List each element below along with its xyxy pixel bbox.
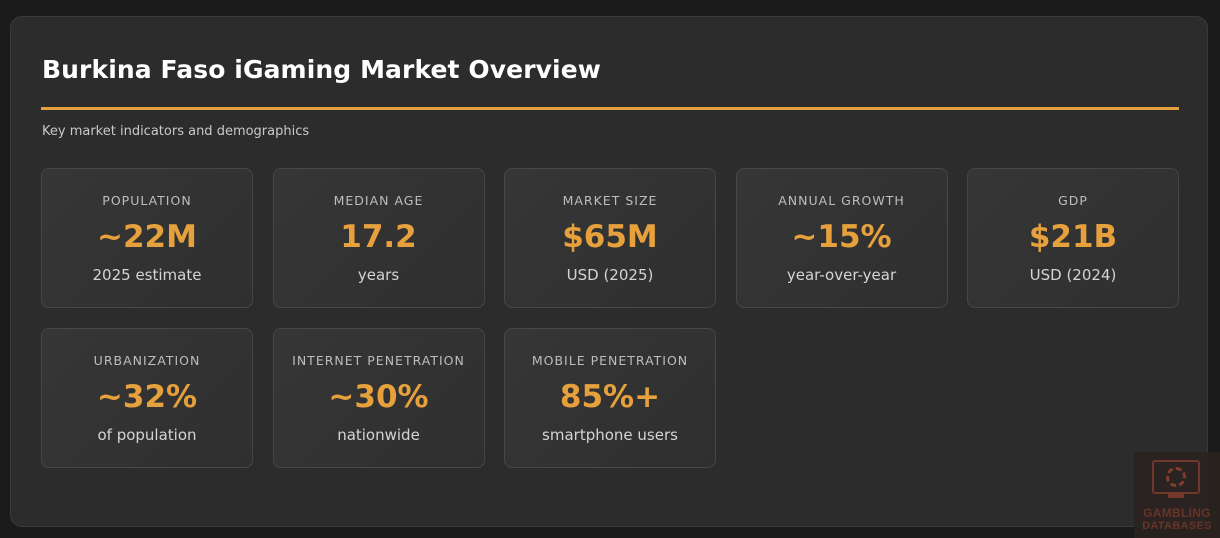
monitor-stand — [1168, 494, 1184, 498]
stat-note: smartphone users — [542, 426, 678, 444]
stat-value: ~30% — [328, 379, 429, 415]
stat-value: 17.2 — [340, 219, 417, 255]
market-overview-panel: Burkina Faso iGaming Market Overview Key… — [10, 16, 1208, 527]
stat-label: MARKET SIZE — [562, 193, 658, 208]
stat-label: MOBILE PENETRATION — [531, 353, 689, 368]
stat-card-urbanization: URBANIZATION ~32% of population — [41, 328, 253, 468]
stats-grid: POPULATION ~22M 2025 estimate MEDIAN AGE… — [41, 168, 1181, 468]
stat-card-median-age: MEDIAN AGE 17.2 years — [272, 168, 485, 308]
stat-label: POPULATION — [102, 193, 192, 208]
gambling-databases-watermark[interactable]: GAMBLING DATABASES — [1134, 452, 1220, 538]
stat-card-internet-penetration: INTERNET PENETRATION ~30% nationwide — [272, 328, 485, 468]
stat-card-annual-growth: ANNUAL GROWTH ~15% year-over-year — [735, 168, 948, 308]
stat-card-gdp: GDP $21B USD (2024) — [967, 168, 1179, 308]
stat-label: ANNUAL GROWTH — [778, 193, 905, 208]
page-subtitle: Key market indicators and demographics — [42, 124, 310, 139]
stat-note: 2025 estimate — [92, 266, 202, 284]
stat-card-mobile-penetration: MOBILE PENETRATION 85%+ smartphone users — [504, 328, 716, 468]
monitor-poker-chip-icon — [1152, 460, 1200, 494]
stat-label: INTERNET PENETRATION — [292, 353, 465, 368]
stat-card-market-size: MARKET SIZE $65M USD (2025) — [504, 168, 716, 308]
stat-card-population: POPULATION ~22M 2025 estimate — [41, 168, 253, 308]
stat-note: USD (2024) — [1029, 266, 1117, 284]
poker-chip-icon — [1166, 467, 1186, 487]
stat-value: $65M — [562, 219, 658, 255]
stat-label: MEDIAN AGE — [333, 193, 424, 208]
stat-note: of population — [97, 426, 197, 444]
stat-label: GDP — [1058, 193, 1088, 208]
stat-note: USD (2025) — [566, 266, 654, 284]
stat-value: ~15% — [791, 219, 892, 255]
stat-note: year-over-year — [786, 266, 897, 284]
stat-value: 85%+ — [559, 379, 661, 415]
stat-label: URBANIZATION — [93, 353, 201, 368]
stat-note: years — [357, 266, 400, 284]
stat-note: nationwide — [337, 426, 420, 444]
watermark-text-line1: GAMBLING — [1143, 506, 1211, 520]
stat-value: $21B — [1028, 219, 1118, 255]
stat-value: ~32% — [96, 379, 198, 415]
stat-value: ~22M — [97, 219, 197, 255]
title-divider — [41, 107, 1179, 110]
page-title: Burkina Faso iGaming Market Overview — [42, 55, 601, 84]
watermark-text-line2: DATABASES — [1142, 520, 1212, 532]
